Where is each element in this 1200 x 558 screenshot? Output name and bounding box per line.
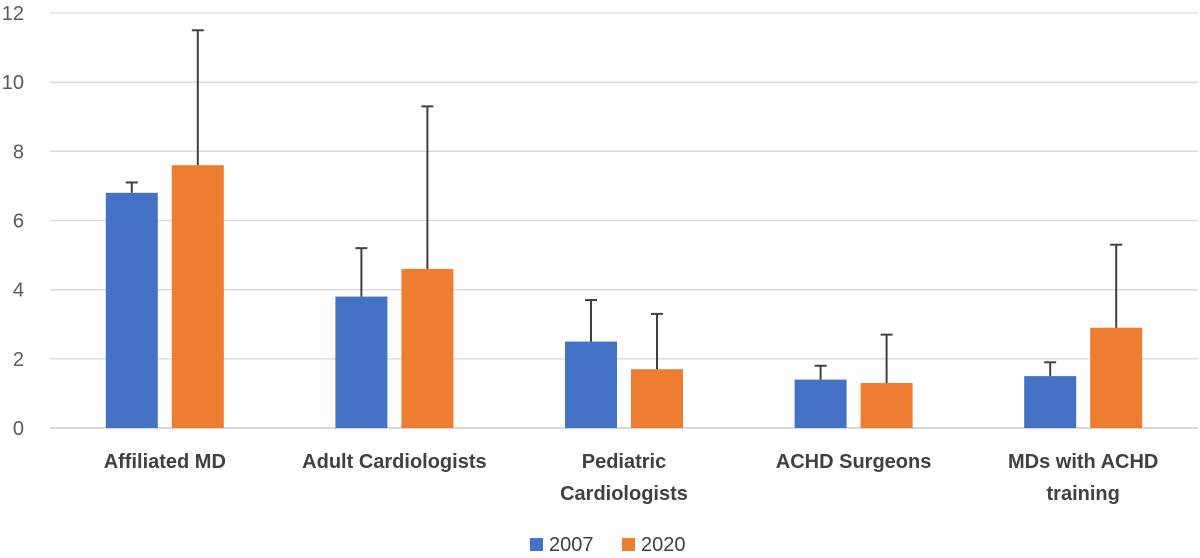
legend-swatch-2020 <box>622 538 635 551</box>
legend-label-2007: 2007 <box>549 534 594 556</box>
y-tick-label: 4 <box>13 280 24 302</box>
bar-2007 <box>794 379 847 428</box>
category-label: MDs with ACHD <box>1008 451 1158 473</box>
category-label: training <box>1047 483 1120 505</box>
bar-2020 <box>401 268 454 428</box>
category-labels: Affiliated MD Adult Cardiologists Pediatri… <box>104 451 1159 505</box>
category-label: Adult Cardiologists <box>302 451 486 473</box>
gridlines <box>50 12 1198 429</box>
category-label: Pediatric <box>582 451 666 473</box>
bar-2007 <box>565 341 617 428</box>
category-label: Affiliated MD <box>104 451 226 473</box>
category-label: ACHD Surgeons <box>776 451 932 473</box>
legend-swatch-2007 <box>530 538 543 551</box>
bar-2020 <box>1090 327 1143 428</box>
y-tick-label: 0 <box>13 418 24 440</box>
bar-2020 <box>860 383 913 428</box>
error-bars <box>125 29 1123 384</box>
bar-2007 <box>335 296 388 428</box>
y-tick-label: 6 <box>13 211 24 233</box>
y-axis-ticks: 0 2 4 6 8 10 12 <box>2 3 24 440</box>
y-tick-label: 10 <box>2 72 24 94</box>
y-tick-label: 8 <box>13 141 24 163</box>
bar-2020 <box>631 369 683 428</box>
y-tick-label: 12 <box>2 3 24 25</box>
bar-2007 <box>1024 376 1077 428</box>
legend-label-2020: 2020 <box>641 534 686 556</box>
category-label: Cardiologists <box>560 483 688 505</box>
bar-2020 <box>171 165 224 428</box>
bars <box>105 165 1143 428</box>
y-tick-label: 2 <box>13 349 24 371</box>
legend: 2007 2020 <box>530 534 686 556</box>
bar-2007 <box>105 192 158 428</box>
